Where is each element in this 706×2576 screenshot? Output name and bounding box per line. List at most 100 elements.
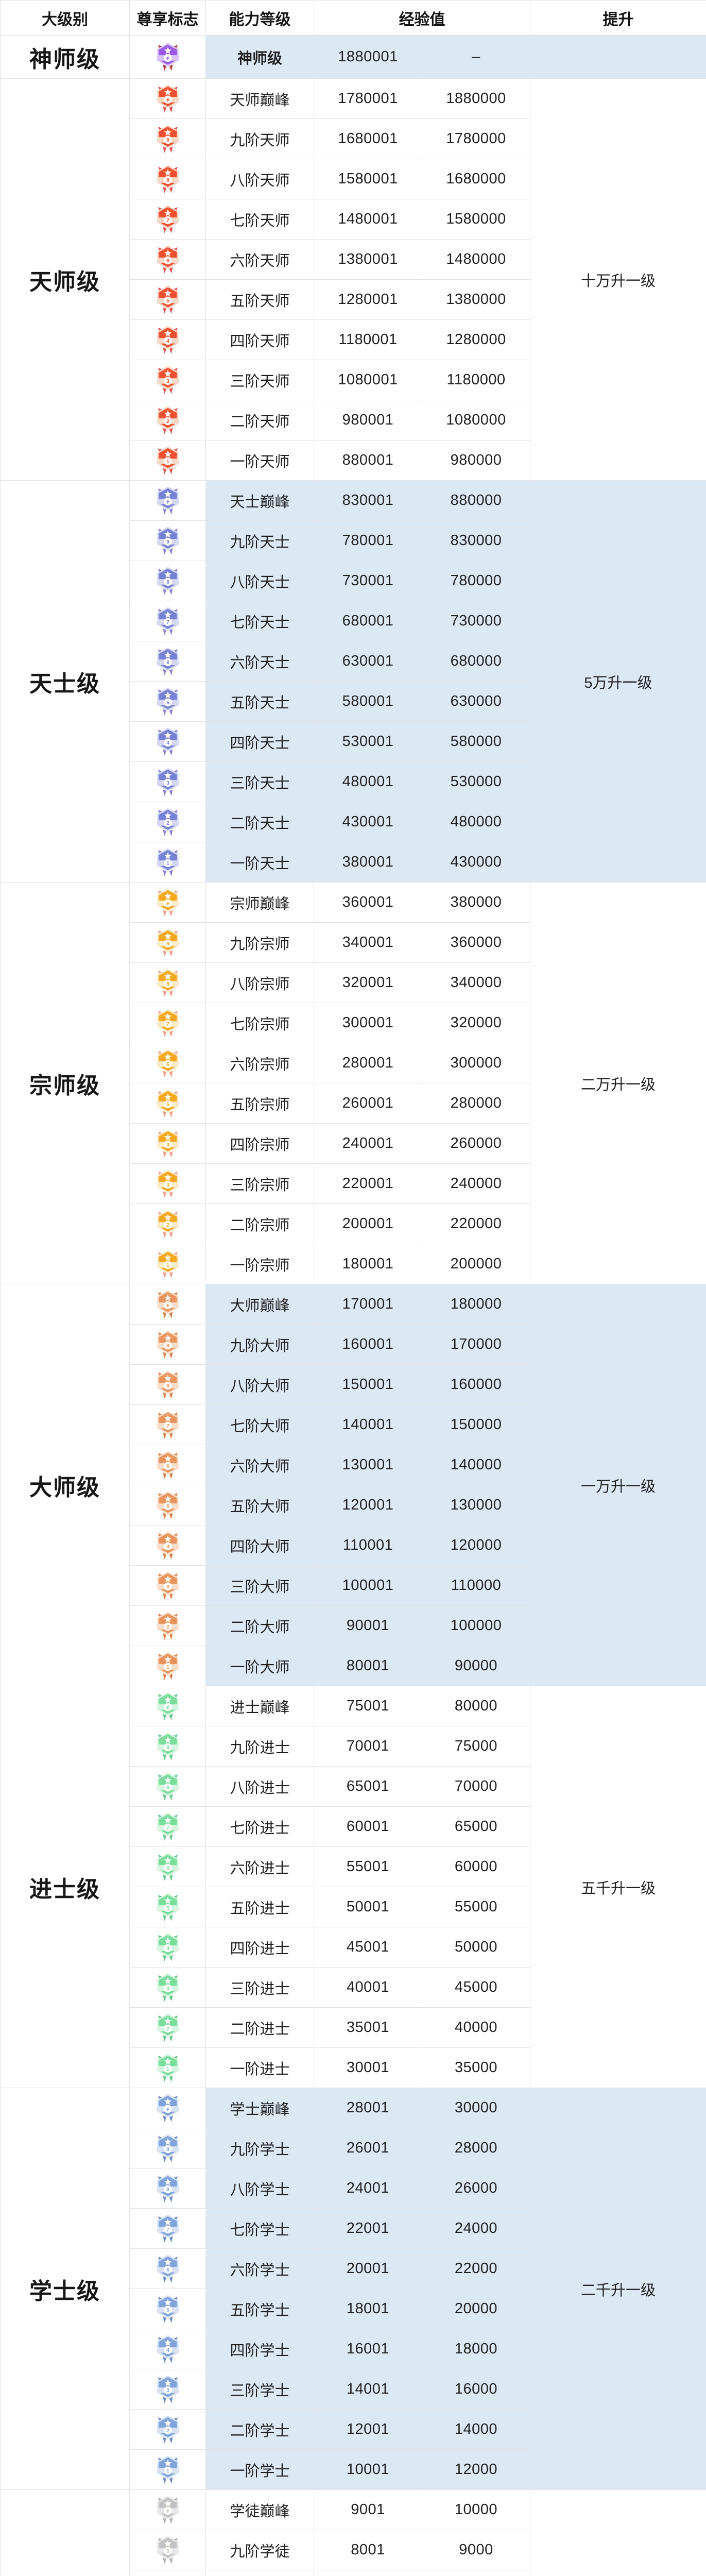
ability-level-cell: 七阶大师	[205, 1404, 314, 1445]
badge-cell: 3	[129, 2369, 206, 2410]
level-group-cell: 学士级	[0, 2088, 130, 2490]
svg-text:1: 1	[166, 2468, 169, 2474]
ability-level-cell: 七阶学士	[205, 2208, 314, 2249]
badge-cell: 6	[129, 1846, 206, 1887]
svg-text:6: 6	[166, 258, 169, 264]
svg-text:9: 9	[166, 2548, 169, 2554]
rank-badge-icon: 4	[157, 1129, 179, 1158]
table-row: 5 五阶天师 1280001 1380000	[1, 279, 706, 320]
svg-text:6: 6	[166, 1463, 169, 1469]
svg-text:9: 9	[166, 941, 169, 947]
exp-min-cell: 360001	[314, 882, 422, 923]
exp-max-cell: 480000	[422, 802, 530, 842]
svg-text:4: 4	[166, 338, 169, 344]
exp-max-cell: 130000	[422, 1485, 530, 1526]
svg-text:8: 8	[166, 177, 169, 183]
svg-text:1: 1	[166, 860, 169, 867]
exp-min-cell: 530001	[314, 721, 422, 762]
ability-level-cell: 二阶进士	[205, 2007, 314, 2048]
svg-text:4: 4	[166, 740, 169, 746]
table-row: 5 五阶大师 120001 130000	[1, 1485, 706, 1526]
exp-min-cell: 26001	[314, 2128, 422, 2168]
badge-cell: 8	[129, 2570, 206, 2576]
exp-max-cell: 90000	[422, 1646, 530, 1686]
exp-min-cell: 160001	[314, 1324, 422, 1365]
exp-min-cell: 300001	[314, 1003, 422, 1043]
exp-min-cell: 280001	[314, 1043, 422, 1083]
rank-badge-icon: 5	[157, 1490, 179, 1519]
badge-cell	[129, 78, 206, 119]
rank-badge-icon: 3	[157, 1973, 179, 2002]
exp-max-cell: 360000	[422, 922, 530, 963]
svg-text:1: 1	[166, 459, 169, 465]
rank-badge-icon: 6	[157, 2254, 179, 2283]
rank-badge-icon: 5	[157, 687, 179, 716]
rank-badge-icon: 6	[157, 1450, 179, 1479]
exp-min-cell: 150001	[314, 1364, 422, 1405]
exp-min-cell: 7001	[314, 2570, 422, 2576]
rank-badge-icon	[157, 42, 179, 71]
exp-min-cell: 14001	[314, 2369, 422, 2410]
exp-max-cell: 1780000	[422, 118, 530, 159]
rank-badge-icon: 1	[157, 1249, 179, 1278]
rank-badge-icon: 4	[157, 1531, 179, 1560]
rank-badge-icon: 9	[157, 2133, 179, 2162]
ability-level-cell: 五阶宗师	[205, 1083, 314, 1124]
exp-max-cell: 530000	[422, 761, 530, 802]
exp-max-cell: 18000	[422, 2329, 530, 2369]
table-row: 宗师级 宗师巅峰 360001 380000 二万升一级	[0, 882, 706, 1284]
table-row: 5 五阶宗师 260001 280000	[1, 1083, 706, 1124]
svg-text:1: 1	[166, 2066, 169, 2072]
exp-min-cell: 1380001	[314, 239, 422, 280]
rank-badge-icon: 2	[157, 2013, 179, 2042]
svg-text:6: 6	[166, 2267, 169, 2273]
exp-max-cell: 10000	[422, 2489, 530, 2530]
ability-level-cell: 四阶大师	[205, 1525, 314, 1566]
table-row: 9 九阶宗师 340001 360000	[1, 922, 706, 963]
ability-level-cell: 一阶进士	[205, 2047, 314, 2088]
ability-level-cell: 四阶宗师	[205, 1123, 314, 1164]
rank-badge-icon: 2	[157, 405, 179, 434]
table-row: 2 二阶天士 430001 480000	[1, 802, 706, 842]
exp-min-cell: 830001	[314, 480, 422, 521]
exp-min-cell: 55001	[314, 1846, 422, 1887]
svg-text:2: 2	[166, 2428, 169, 2434]
table-row: 5 五阶天士 580001 630000	[1, 681, 706, 722]
svg-text:9: 9	[166, 539, 169, 545]
table-row: 2 二阶大师 90001 100000	[1, 1605, 706, 1646]
badge-cell: 1	[129, 842, 206, 883]
rank-badge-icon: 9	[157, 2535, 179, 2564]
ability-level-cell: 大师巅峰	[205, 1284, 314, 1325]
badge-cell: 1	[129, 2449, 206, 2490]
exp-min-cell: 1480001	[314, 199, 422, 240]
table-row: 8 八阶天士 730001 780000	[1, 561, 706, 601]
exp-max-cell: 830000	[422, 520, 530, 561]
table-row: 1 一阶天士 380001 430000	[1, 842, 706, 883]
exp-max-cell: 120000	[422, 1525, 530, 1566]
badge-cell: 3	[129, 1967, 206, 2008]
exp-max-cell: 380000	[422, 882, 530, 923]
exp-min-cell: 880001	[314, 440, 422, 481]
table-row: 8 八阶学士 24001 26000	[1, 2168, 706, 2209]
level-group-cell: 进士级	[0, 1686, 130, 2088]
exp-max-cell: 26000	[422, 2168, 530, 2209]
badge-cell: 5	[129, 1887, 206, 1927]
svg-text:1: 1	[166, 1262, 169, 1268]
exp-min-cell: 18001	[314, 2289, 422, 2329]
svg-text:9: 9	[166, 2146, 169, 2153]
ability-level-cell: 学徒巅峰	[205, 2489, 314, 2530]
ability-level-cell: 五阶学士	[205, 2289, 314, 2329]
table-row: 3 三阶进士 40001 45000	[1, 1967, 706, 2008]
exp-max-cell: 60000	[422, 1846, 530, 1887]
badge-cell: 4	[129, 2329, 206, 2369]
exp-max-cell: 150000	[422, 1404, 530, 1445]
table-row: 1 一阶天师 880001 980000	[1, 440, 706, 481]
ability-level-cell: 九阶大师	[205, 1324, 314, 1365]
header-promotion: 提升	[530, 0, 706, 36]
ability-level-cell: 八阶学徒	[205, 2570, 314, 2576]
rank-badge-icon	[157, 1290, 179, 1318]
table-row: 7 七阶天师 1480001 1580000	[1, 199, 706, 240]
badge-cell: 1	[129, 2047, 206, 2088]
rank-badge-icon: 8	[157, 566, 179, 595]
